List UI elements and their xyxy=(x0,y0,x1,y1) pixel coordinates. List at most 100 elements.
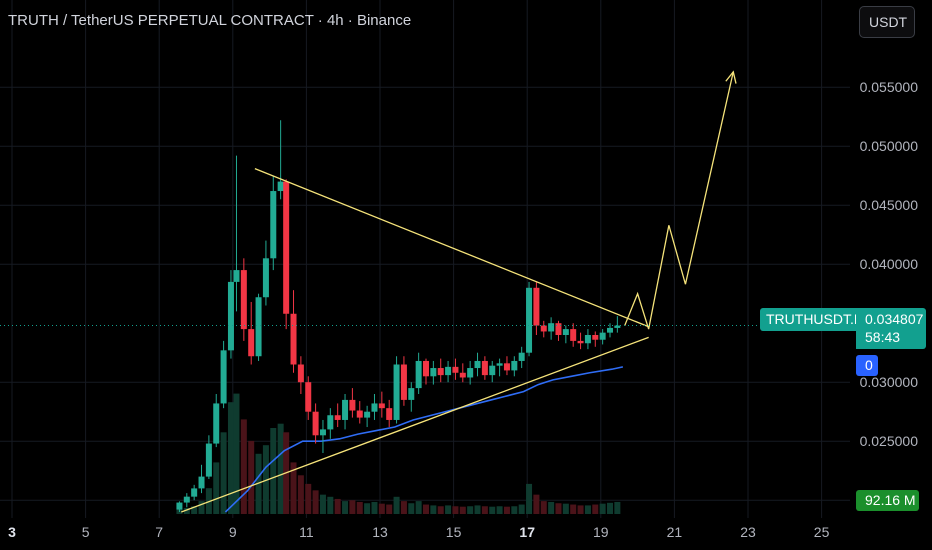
candle-body xyxy=(496,363,503,366)
candle-body xyxy=(489,365,496,376)
candle-body xyxy=(283,181,290,314)
volume-bar xyxy=(334,498,341,514)
volume-bar xyxy=(445,505,452,514)
x-tick-label: 13 xyxy=(372,524,388,540)
candle-body xyxy=(452,366,459,373)
volume-bar xyxy=(540,501,547,514)
candle-body xyxy=(290,313,297,365)
candle-body xyxy=(305,382,312,412)
candle-body xyxy=(423,360,429,377)
candle-body xyxy=(191,488,198,497)
candle-body xyxy=(599,332,606,340)
x-tick-label: 5 xyxy=(82,524,90,540)
y-tick-label: 0.040000 xyxy=(860,256,919,272)
volume-bar xyxy=(270,428,277,514)
volume-bar xyxy=(526,483,533,514)
volume-bar xyxy=(262,445,269,514)
candle-body xyxy=(445,366,452,376)
y-tick-label: 0.050000 xyxy=(860,138,919,154)
symbol-tag: TRUTHUSDT.P xyxy=(760,308,870,331)
volume-bar xyxy=(592,504,599,514)
candle-body xyxy=(518,352,525,361)
volume-bar xyxy=(305,483,312,514)
x-tick-label: 19 xyxy=(593,524,609,540)
candle-body xyxy=(555,323,562,335)
volume-bar xyxy=(227,402,234,514)
volume-bar xyxy=(312,490,319,514)
candle-body xyxy=(570,329,577,341)
candle-body xyxy=(297,364,304,383)
volume-bar xyxy=(503,506,510,514)
candle-body xyxy=(548,323,555,332)
candle-body xyxy=(319,429,326,436)
candle-body xyxy=(607,327,613,333)
candle-body xyxy=(213,403,220,444)
volume-bar xyxy=(342,501,349,514)
y-tick-label: 0.030000 xyxy=(860,374,919,390)
candle-body xyxy=(533,287,540,326)
candle-body xyxy=(205,443,212,477)
last-price-tag: 0.034807 58:43 xyxy=(856,308,926,349)
volume-bar xyxy=(496,506,503,514)
x-tick-label: 3 xyxy=(8,524,16,540)
volume-tag: 92.16 M xyxy=(856,490,919,511)
candle-body xyxy=(349,399,356,411)
projection-path xyxy=(624,71,734,330)
indicator-tag: 0 xyxy=(856,355,878,376)
y-tick-label: 0.045000 xyxy=(860,197,919,213)
x-tick-label: 11 xyxy=(299,524,314,540)
candle-body xyxy=(577,340,584,344)
volume-bar xyxy=(371,501,378,514)
volume-bar xyxy=(607,502,613,514)
x-tick-label: 7 xyxy=(155,524,163,540)
candle-body xyxy=(511,360,518,371)
candle-body xyxy=(227,281,234,351)
candle-body xyxy=(240,270,247,330)
lower-trendline xyxy=(181,336,649,513)
volume-bar xyxy=(584,505,591,514)
volume-bar xyxy=(577,505,584,514)
x-tick-label: 15 xyxy=(446,524,462,540)
candle-body xyxy=(393,364,400,420)
candle-body xyxy=(334,415,341,420)
candle-body xyxy=(198,476,205,489)
volume-bar xyxy=(415,501,422,514)
y-tick-label: 0.055000 xyxy=(860,79,919,95)
volume-bar xyxy=(327,496,334,514)
volume-bar xyxy=(386,504,393,514)
candle-body xyxy=(371,403,378,412)
volume-bar xyxy=(489,506,496,514)
candle-body xyxy=(408,388,415,400)
candle-body xyxy=(562,329,569,335)
candle-body xyxy=(415,360,422,389)
candle-body xyxy=(459,372,466,378)
candle-body xyxy=(592,335,599,340)
volume-bar xyxy=(555,503,562,514)
volume-bar xyxy=(213,462,220,514)
volume-bar xyxy=(467,506,474,514)
volume-bar xyxy=(349,500,356,514)
candle-body xyxy=(386,408,393,420)
candle-body xyxy=(176,502,183,510)
volume-bar xyxy=(481,506,488,514)
candle-body xyxy=(364,411,371,418)
volume-bar xyxy=(548,501,555,514)
volume-bar xyxy=(220,432,227,514)
volume-bar xyxy=(240,419,247,514)
candle-body xyxy=(584,335,591,344)
candle-body xyxy=(312,411,319,436)
y-tick-label: 0.025000 xyxy=(860,433,919,449)
candle-body xyxy=(255,297,262,357)
volume-bar xyxy=(452,506,459,514)
volume-bar xyxy=(408,503,415,514)
volume-bar xyxy=(533,494,540,514)
volume-bar xyxy=(459,506,466,514)
candle-body xyxy=(183,496,190,503)
upper-trendline xyxy=(254,168,649,328)
candle-body xyxy=(356,410,363,418)
currency-button[interactable]: USDT xyxy=(859,6,915,38)
volume-bar xyxy=(248,440,255,514)
volume-bar xyxy=(378,503,385,514)
x-tick-label: 21 xyxy=(667,524,683,540)
